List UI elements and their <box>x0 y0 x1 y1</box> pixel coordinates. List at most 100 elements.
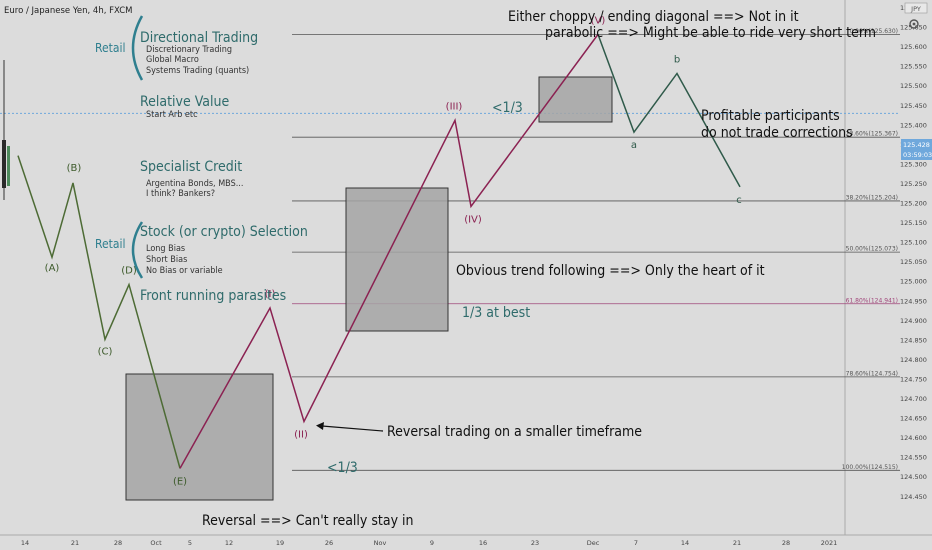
wave-label: (A) <box>45 263 60 274</box>
currency-badge[interactable] <box>904 2 928 14</box>
parabolic-note: parabolic ==> Might be able to ride very… <box>545 25 876 41</box>
wave-label: (V) <box>591 15 606 26</box>
time-label: 12 <box>225 539 233 547</box>
fib-level-label: 78.60%(124.754) <box>846 370 898 377</box>
wave-series-1[interactable] <box>17 155 181 469</box>
wave-lines[interactable] <box>17 33 741 469</box>
gear-icon[interactable] <box>909 19 919 29</box>
price-label: 124.800 <box>900 356 927 364</box>
wave-labels: (A) (B) (C) (D) (E) (I) (II) (III) (IV) (V) a b c <box>45 15 742 487</box>
obvious-trend: Obvious trend following ==> Only the hea… <box>456 263 765 279</box>
price-label: 124.600 <box>900 434 927 442</box>
front-running: Front running parasites <box>140 288 286 304</box>
last-price-tag <box>901 139 932 160</box>
currency-badge-text: JPY <box>910 5 921 13</box>
time-label: Nov <box>374 539 387 547</box>
profitable-1: Profitable participants <box>701 108 840 124</box>
time-label: 14 <box>21 539 29 547</box>
price-label: 124.900 <box>900 317 927 325</box>
argentina-bonds: Argentina Bonds, MBS... <box>146 179 243 189</box>
short-bias: Short Bias <box>146 255 187 265</box>
price-label: 124.550 <box>900 454 927 462</box>
no-bias: No Bias or variable <box>146 266 223 276</box>
price-label: 125.000 <box>900 278 927 286</box>
price-label: 125.300 <box>900 160 927 168</box>
top-box[interactable] <box>538 76 613 123</box>
price-label: 125.600 <box>900 43 927 51</box>
fib-level-label: 100.00%(124.515) <box>842 464 898 471</box>
time-label: 28 <box>782 539 790 547</box>
choppy-note: Either choppy / ending diagonal ==> Not … <box>508 9 799 25</box>
countdown-text: 03:59:03 <box>903 151 932 159</box>
wave-label: (IV) <box>464 214 482 225</box>
time-label: 26 <box>325 539 333 547</box>
price-label: 125.550 <box>900 63 927 71</box>
directional-bracket <box>131 15 144 81</box>
price-label: 125.450 <box>900 102 927 110</box>
wave-label: b <box>674 54 680 65</box>
price-label: 124.950 <box>900 297 927 305</box>
price-label: 125.400 <box>900 121 927 129</box>
price-label: 124.700 <box>900 395 927 403</box>
trend-box[interactable] <box>345 187 449 332</box>
global-macro: Global Macro <box>146 55 199 65</box>
price-label: 124.750 <box>900 375 927 383</box>
wave-label: (I) <box>265 289 276 300</box>
fib-level-label: 61.80%(124.941) <box>846 297 898 304</box>
relative-value: Relative Value <box>140 94 229 110</box>
wave-label: (II) <box>294 429 308 440</box>
wave-label: c <box>736 195 742 206</box>
time-label: 21 <box>733 539 741 547</box>
time-label: 7 <box>634 539 638 547</box>
wave-label: (B) <box>67 163 82 174</box>
long-bias: Long Bias <box>146 244 185 254</box>
wave-label: (E) <box>173 476 187 487</box>
fib-level-label: 38.20%(125.204) <box>846 194 898 201</box>
price-label: 125.050 <box>900 258 927 266</box>
time-label: 9 <box>430 539 434 547</box>
time-label: Dec <box>587 539 600 547</box>
stock-selection: Stock (or crypto) Selection <box>140 224 308 240</box>
time-label: 21 <box>71 539 79 547</box>
reversal-smaller: Reversal trading on a smaller timeframe <box>387 424 642 440</box>
time-label: 23 <box>531 539 539 547</box>
wave-series-2[interactable] <box>179 33 599 469</box>
retail-label-2: Retail <box>95 237 125 251</box>
retail-label-1: Retail <box>95 41 125 55</box>
price-label: 125.250 <box>900 180 927 188</box>
price-axis[interactable] <box>845 0 932 535</box>
time-label: 14 <box>681 539 689 547</box>
wave-label: (D) <box>121 266 137 277</box>
last-price-text: 125.428 <box>903 141 930 149</box>
time-label: 19 <box>276 539 284 547</box>
wave-label: (C) <box>98 346 113 357</box>
time-axis-labels: 14 21 28 Oct 5 12 19 26 Nov 9 16 23 Dec 7 14 21 28 2021 <box>21 539 837 547</box>
stock-bracket <box>131 221 144 279</box>
bankers-note: I think? Bankers? <box>146 189 215 199</box>
profitable-2: do not trade corrections <box>701 125 853 141</box>
price-label: 125.100 <box>900 239 927 247</box>
reversal-stay: Reversal ==> Can't really stay in <box>202 513 414 529</box>
reversal-box[interactable] <box>125 373 274 501</box>
specialist-credit: Specialist Credit <box>140 159 242 175</box>
fib-retracement[interactable]: 0.00%(125.630) 23.60%(125.367) 38.20%(125.… <box>292 28 900 471</box>
directional-trading: Directional Trading <box>140 30 258 46</box>
price-axis-labels: 125.700125.650125.600125.550125.500125.4… <box>900 4 927 501</box>
lt-third-top: <1/3 <box>492 100 523 116</box>
fib-level-label: 0.00%(125.630) <box>849 28 898 35</box>
price-label: 125.500 <box>900 82 927 90</box>
price-label: 124.850 <box>900 336 927 344</box>
time-label: 16 <box>479 539 487 547</box>
start-arb: Start Arb etc <box>146 110 198 120</box>
price-label: 124.650 <box>900 415 927 423</box>
reversal-arrow-line <box>321 425 384 432</box>
price-label: 125.200 <box>900 200 927 208</box>
time-label: Oct <box>150 539 162 547</box>
symbol-title[interactable]: Euro / Japanese Yen, 4h, FXCM <box>4 6 132 16</box>
time-label: 5 <box>188 539 192 547</box>
third-at-best: 1/3 at best <box>462 305 530 321</box>
systems-trading: Systems Trading (quants) <box>146 66 249 76</box>
wave-series-3[interactable] <box>597 34 741 188</box>
time-label: 28 <box>114 539 122 547</box>
